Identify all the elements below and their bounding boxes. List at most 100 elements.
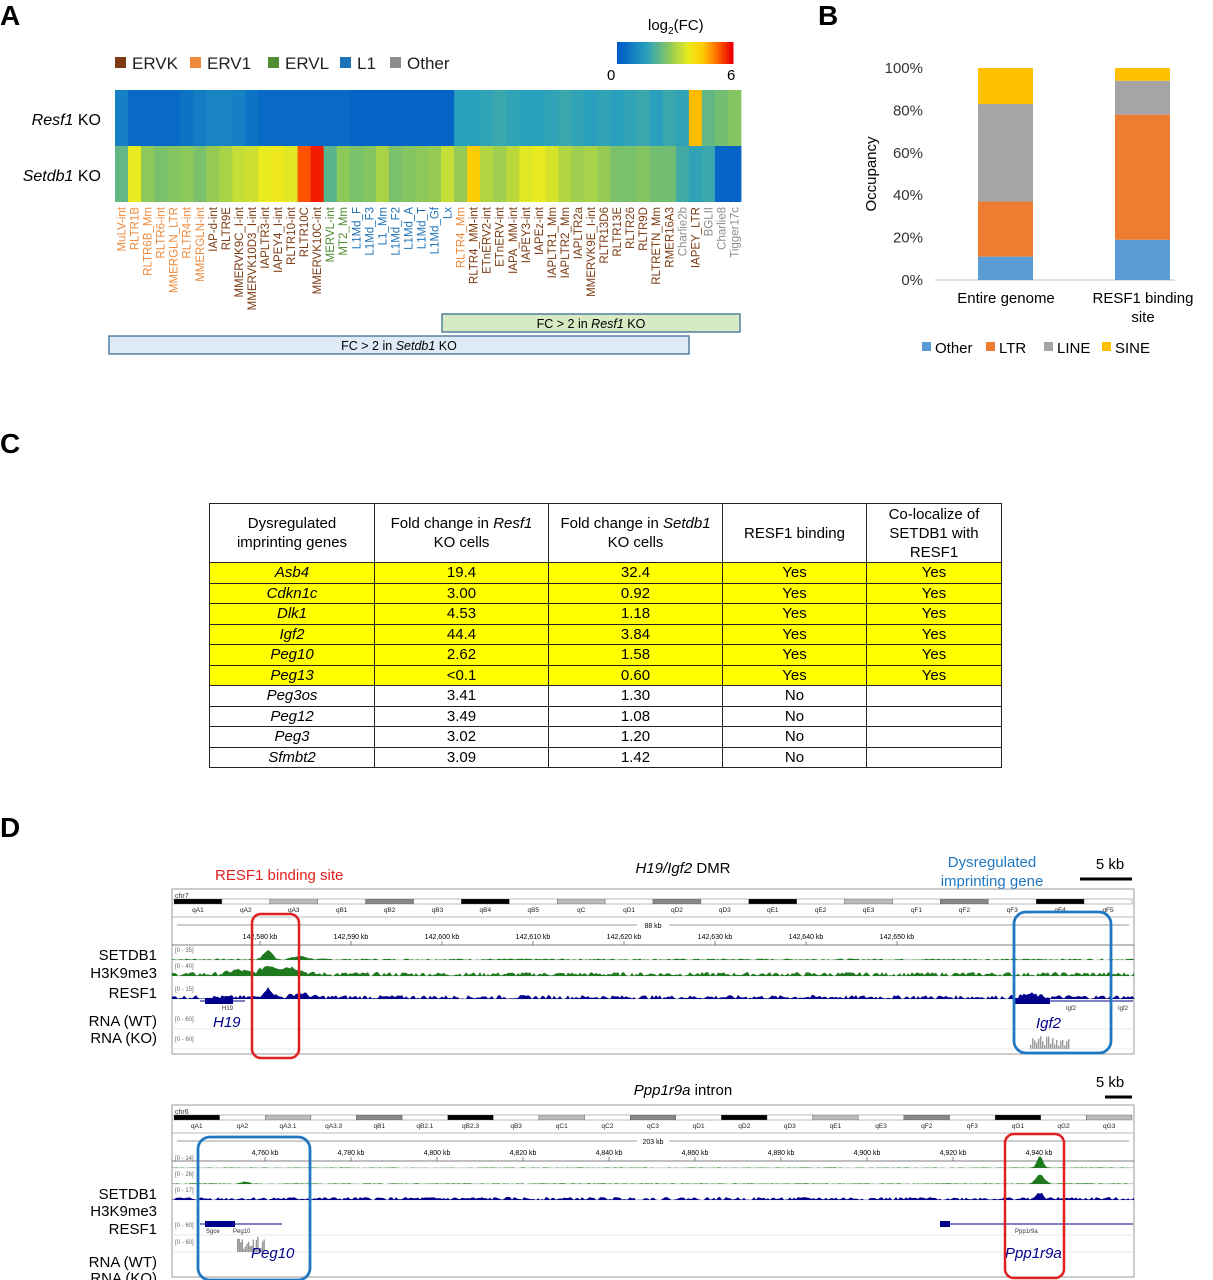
colorbar-segment xyxy=(628,42,632,64)
colorbar-segment xyxy=(666,42,670,64)
heat-cell-setdb1 xyxy=(480,146,494,202)
ideogram-band xyxy=(629,1114,677,1121)
coloc-cell xyxy=(866,705,1002,727)
coloc-cell: Yes xyxy=(866,664,1002,686)
heat-cell-setdb1 xyxy=(688,146,703,202)
heat-cell-setdb1 xyxy=(623,146,638,202)
binding-cell: No xyxy=(722,685,867,707)
rna-bar xyxy=(1040,1036,1042,1049)
track-range: [0 - 60] xyxy=(175,1223,194,1229)
heat-cell-setdb1 xyxy=(727,146,742,202)
gene-small-label: Sgce xyxy=(206,1229,220,1235)
heat-cell-setdb1 xyxy=(219,146,233,202)
coord-label: 142,620 kb xyxy=(607,934,642,941)
legend-swatch-sine xyxy=(1102,342,1111,351)
gene-small-label: H19 xyxy=(222,1006,234,1012)
binding-cell: Yes xyxy=(722,664,867,686)
ideogram-band-label: qC2 xyxy=(601,1123,613,1130)
table-row: Peg12 3.49 1.08 No xyxy=(209,705,1002,727)
coord-label: 4,940 kb xyxy=(1026,1150,1053,1157)
header-gene: Dysregulated imprinting genes xyxy=(209,503,375,563)
rna-bar xyxy=(1030,1044,1032,1049)
track-label: RNA (WT) xyxy=(89,1013,157,1030)
header-resf1-fc: Fold change in Resf1 KO cells xyxy=(374,503,549,563)
ideogram-band-label: qE1 xyxy=(767,907,779,914)
ideogram-band xyxy=(1040,1114,1087,1121)
rna-bar xyxy=(1050,1043,1052,1049)
binding-cell: Yes xyxy=(722,644,867,666)
setdb1-fc-cell: 0.60 xyxy=(548,664,723,686)
ideogram-band-label: qE3 xyxy=(863,907,875,914)
gene-exon xyxy=(205,1221,235,1227)
chrom-label: chr7 xyxy=(175,893,189,900)
rna-bar xyxy=(258,1248,261,1252)
ideogram-band xyxy=(401,1114,448,1121)
chrom-label: chr6 xyxy=(175,1109,189,1116)
track-range: [0 - 60] xyxy=(175,1037,194,1043)
legend-label-ervl: ERVL xyxy=(285,54,329,73)
column-label: MT2_Mm xyxy=(338,207,350,256)
heatmap xyxy=(115,90,742,202)
colorbar-segment xyxy=(701,42,705,64)
rna-bar xyxy=(261,1241,264,1252)
header-colocalize: Co-localize of SETDB1 with RESF1 xyxy=(866,503,1002,563)
heat-cell-setdb1 xyxy=(128,146,142,202)
ideogram-band xyxy=(892,898,941,905)
column-label: IAPLTR2_Mm xyxy=(560,207,572,278)
ideogram-band-label: qA1 xyxy=(192,907,204,914)
x-tick-label: site xyxy=(1131,309,1154,326)
gene-cell: Peg3 xyxy=(209,726,375,748)
legend-label-ervk: ERVK xyxy=(132,54,179,73)
heat-cell-resf1 xyxy=(258,90,272,146)
rna-bar xyxy=(241,1239,244,1252)
ideogram-band-label: qA3 xyxy=(288,907,300,914)
heat-cell-resf1 xyxy=(558,90,572,146)
track-range: [0 - 60] xyxy=(175,1240,194,1246)
y-tick-label: 100% xyxy=(885,60,923,77)
heat-cell-setdb1 xyxy=(414,146,429,202)
ideogram-band xyxy=(365,898,414,905)
colorbar-segment xyxy=(715,42,719,64)
heat-cell-resf1 xyxy=(441,90,455,146)
column-label: RLTR6-int xyxy=(156,206,168,258)
track-range: [0 - 35] xyxy=(175,948,194,954)
heat-cell-resf1 xyxy=(571,90,585,146)
panel-letter-b: B xyxy=(818,0,839,31)
heat-cell-resf1 xyxy=(219,90,233,146)
heat-cell-setdb1 xyxy=(675,146,690,202)
column-label: IAPEz-int xyxy=(534,206,546,255)
ideogram-band xyxy=(269,898,318,905)
rna-bar xyxy=(1036,1042,1038,1049)
table-row: Cdkn1c 3.00 0.92 Yes Yes xyxy=(209,582,1002,604)
rna-bar xyxy=(249,1245,251,1252)
column-label: RLTR1B xyxy=(130,207,142,251)
coloc-cell xyxy=(866,726,1002,748)
rna-bar xyxy=(1044,1045,1046,1049)
column-label: IAPLTR3-int xyxy=(260,206,272,269)
gene-label-left: H19 xyxy=(213,1014,241,1031)
heat-cell-resf1 xyxy=(688,90,703,146)
track-range: [0 - 14] xyxy=(175,1156,194,1162)
heat-cell-setdb1 xyxy=(662,146,677,202)
track-range: [0 - 15] xyxy=(175,987,194,993)
signal-track xyxy=(172,1192,1134,1200)
ideogram-band xyxy=(447,1114,494,1121)
heat-cell-setdb1 xyxy=(610,146,625,202)
ideogram-band-label: qG2 xyxy=(1057,1123,1070,1130)
column-label: MMERGLN_LTR xyxy=(169,207,181,293)
track-label: H3K9me3 xyxy=(90,965,157,982)
heat-cell-setdb1 xyxy=(258,146,272,202)
colorbar: log2(FC) 0 6 xyxy=(607,17,735,84)
heat-cell-resf1 xyxy=(493,90,507,146)
ideogram-band-label: qG3 xyxy=(1103,1123,1116,1130)
imprinting-genes-table: Dysregulated imprinting genes Fold change… xyxy=(209,503,1002,768)
resf1-fc-cell: 3.41 xyxy=(374,685,549,707)
dysreg-gene-box xyxy=(1012,910,1113,1055)
column-label: MMERVK9C_I-int xyxy=(234,206,246,297)
colorbar-title: log2(FC) xyxy=(648,17,704,37)
column-label: L1Md_F xyxy=(351,207,363,249)
coord-label: 4,760 kb xyxy=(252,1150,279,1157)
ideogram-band xyxy=(221,898,270,905)
rna-bar xyxy=(237,1238,239,1252)
